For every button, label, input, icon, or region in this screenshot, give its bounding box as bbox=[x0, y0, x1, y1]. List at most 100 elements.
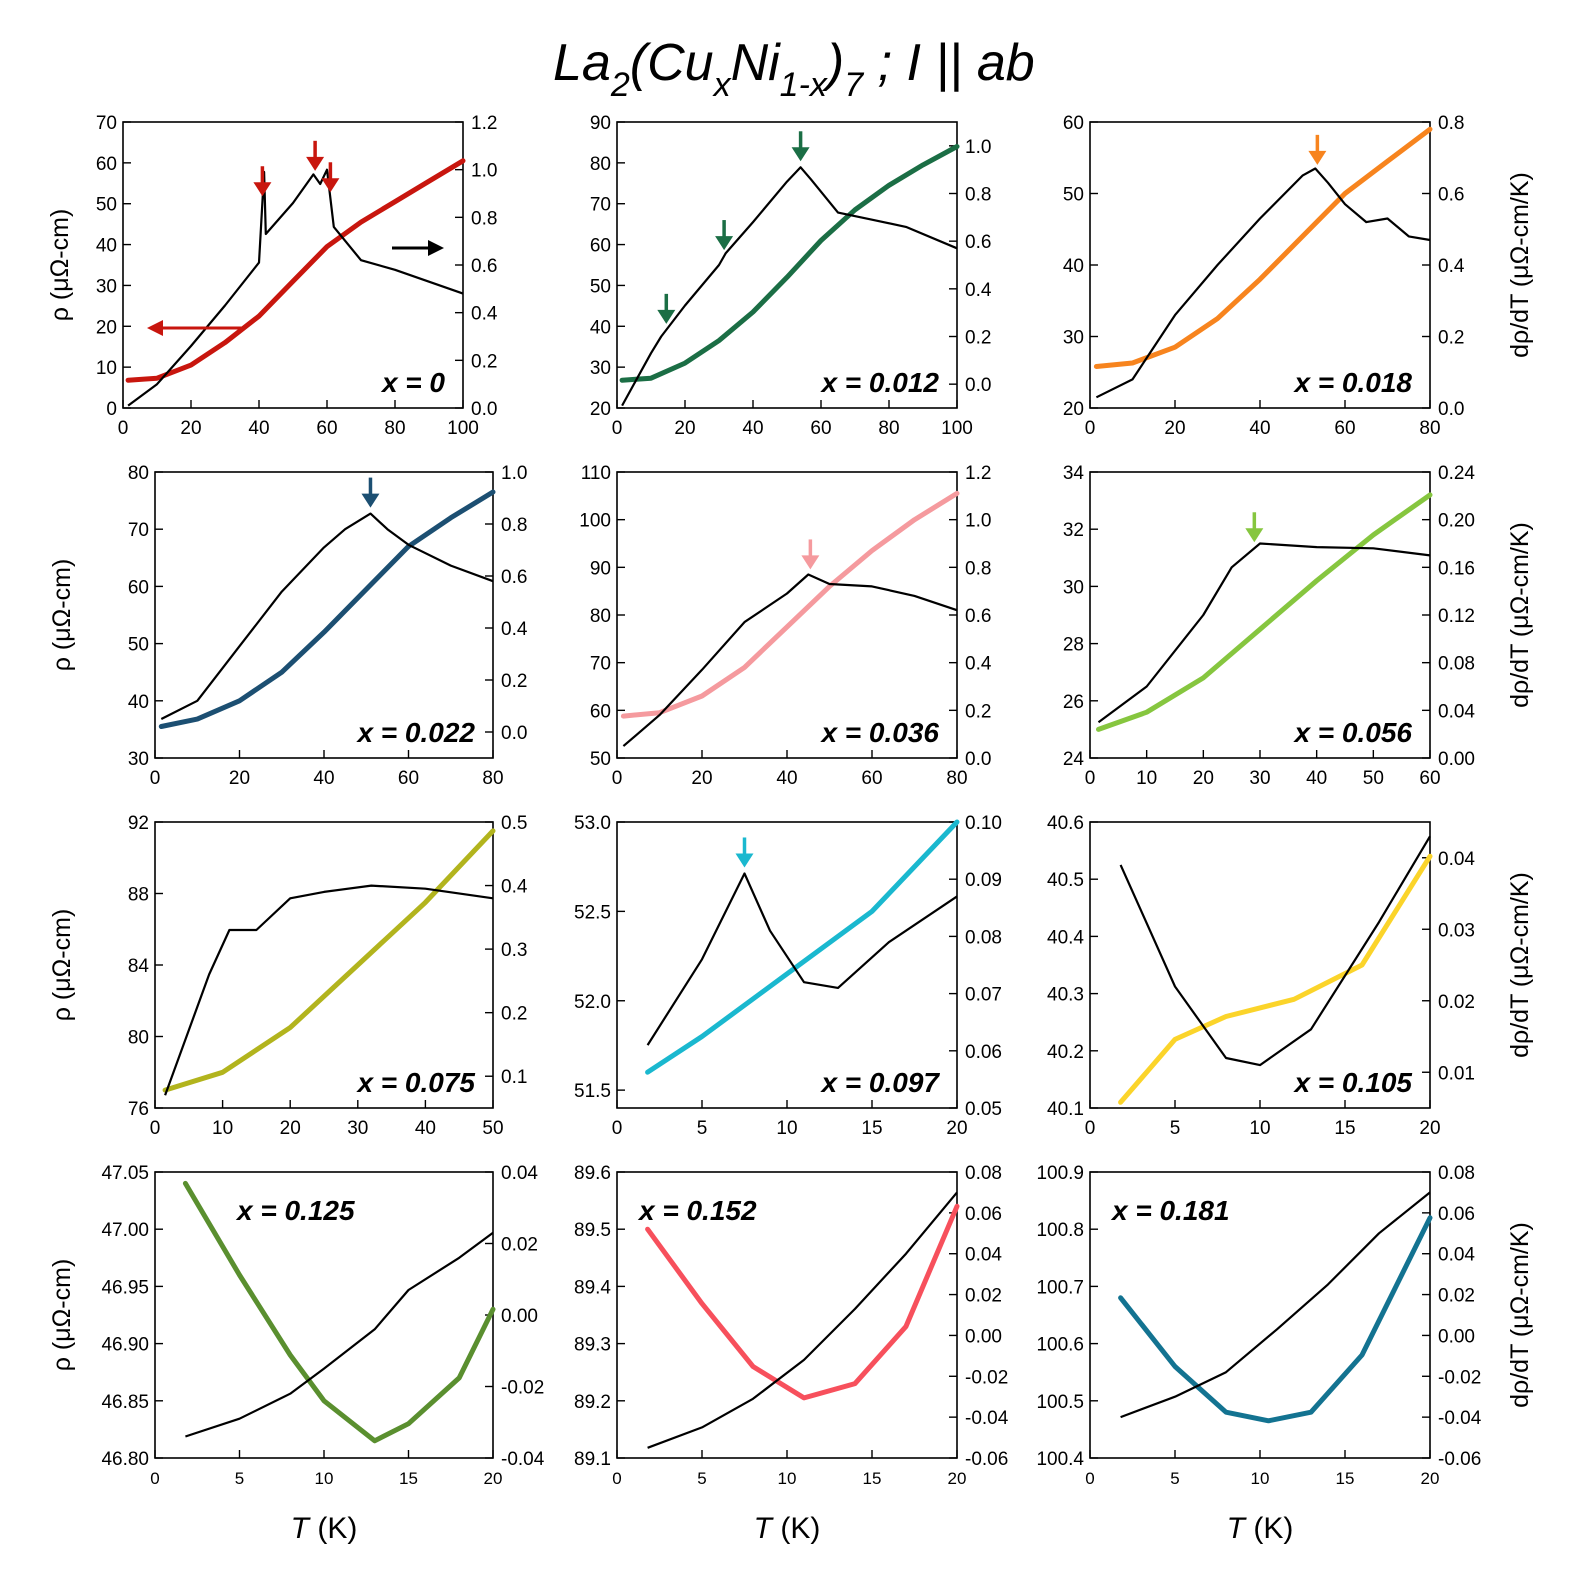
x-tick-label: 15 bbox=[861, 1118, 882, 1139]
transition-arrow bbox=[735, 837, 754, 868]
rho-curve bbox=[1093, 126, 1433, 369]
x-tick-label: 20 bbox=[280, 1118, 301, 1139]
y2-tick-label: 0.8 bbox=[965, 185, 991, 206]
x-tick-label: 0 bbox=[150, 1469, 159, 1488]
y-tick-label: 40 bbox=[590, 317, 611, 338]
y-tick-label: 100.8 bbox=[1036, 1220, 1084, 1241]
y-axis-title: ρ (μΩ-cm) bbox=[48, 909, 76, 1022]
y2-tick-label: 0.01 bbox=[1438, 1063, 1475, 1084]
y2-tick-label: 0.08 bbox=[965, 1163, 1002, 1184]
y2-tick-label: 0.4 bbox=[501, 619, 528, 640]
panel-6: 0 10 20 30 40 50 60 24 26 28 30 32 34 0.00 0.04 0.08 0.1… bbox=[1063, 463, 1476, 789]
y-tick-label: 47.00 bbox=[101, 1220, 149, 1241]
x-tick-label: 80 bbox=[946, 768, 967, 789]
x-tick-label: 20 bbox=[180, 418, 201, 439]
y-tick-label: 46.90 bbox=[101, 1335, 149, 1356]
y-tick-label: 100.5 bbox=[1036, 1392, 1084, 1413]
x-tick-label: 20 bbox=[1164, 418, 1185, 439]
y-tick-label: 60 bbox=[1063, 113, 1084, 134]
x-tick-label: 50 bbox=[1363, 768, 1384, 789]
y2-tick-label: 0.6 bbox=[1438, 185, 1464, 206]
y-tick-label: 60 bbox=[96, 154, 117, 175]
y-tick-label: 70 bbox=[590, 195, 611, 216]
drho-curve bbox=[647, 1191, 958, 1449]
x-tick-label: 0 bbox=[1085, 1469, 1094, 1488]
y-tick-label: 80 bbox=[590, 606, 611, 627]
x-tick-label: 40 bbox=[415, 1118, 436, 1139]
rho-curve bbox=[645, 1203, 960, 1401]
x-tick-label: 15 bbox=[863, 1469, 882, 1488]
y2-tick-label: 0.07 bbox=[965, 985, 1002, 1006]
y2-tick-label: 0.09 bbox=[965, 870, 1002, 891]
x-axis-title: T (K) bbox=[1227, 1512, 1294, 1545]
y2-tick-label: 1.0 bbox=[471, 161, 497, 182]
transition-arrow bbox=[1245, 512, 1264, 543]
y2-tick-label: 0.6 bbox=[965, 606, 991, 627]
panel-frame bbox=[616, 821, 958, 1109]
x-tick-label: 5 bbox=[697, 1118, 708, 1139]
y2-tick-label: 0.24 bbox=[1438, 463, 1475, 484]
x-tick-label: 20 bbox=[1421, 1469, 1440, 1488]
x-tick-label: 5 bbox=[1170, 1469, 1179, 1488]
composition-label: x = 0.036 bbox=[819, 717, 939, 748]
y-tick-label: 100 bbox=[579, 511, 611, 532]
y2-tick-label: 0.2 bbox=[501, 671, 527, 692]
y-tick-label: 70 bbox=[128, 520, 149, 541]
y-tick-label: 40.5 bbox=[1047, 870, 1084, 891]
y-tick-label: 20 bbox=[590, 399, 611, 420]
y-tick-label: 89.4 bbox=[574, 1277, 611, 1298]
x-tick-label: 60 bbox=[398, 768, 419, 789]
y2-tick-label: 0.4 bbox=[1438, 256, 1465, 277]
figure-title: La2(CuxNi1-x)7 ; I || ab bbox=[553, 34, 1035, 104]
y2-tick-label: 0.02 bbox=[501, 1235, 538, 1256]
y2-tick-label: 0.8 bbox=[1438, 113, 1464, 134]
y2-tick-label: 0.08 bbox=[965, 927, 1002, 948]
y-tick-label: 51.5 bbox=[574, 1081, 611, 1102]
transition-arrow bbox=[1308, 134, 1327, 165]
y2-tick-label: 0.16 bbox=[1438, 558, 1475, 579]
y-tick-label: 40.4 bbox=[1047, 927, 1084, 948]
y-axis-title: ρ (μΩ-cm) bbox=[48, 559, 76, 672]
y-tick-label: 84 bbox=[128, 956, 150, 977]
y2-tick-label: 0.00 bbox=[1438, 1326, 1475, 1347]
x-tick-label: 15 bbox=[399, 1469, 418, 1488]
y-tick-label: 90 bbox=[590, 558, 611, 579]
y2-axis-title: dρ/dT (μΩ-cm/K) bbox=[1506, 172, 1534, 358]
y-tick-label: 89.5 bbox=[574, 1220, 611, 1241]
y-tick-label: 30 bbox=[590, 358, 611, 379]
y-tick-label: 0 bbox=[106, 399, 117, 420]
y-axis-title: ρ (μΩ-cm) bbox=[46, 209, 74, 322]
y-tick-label: 89.6 bbox=[574, 1163, 611, 1184]
x-tick-label: 15 bbox=[1334, 1118, 1355, 1139]
y2-tick-label: 0.2 bbox=[1438, 328, 1464, 349]
y-tick-label: 52.5 bbox=[574, 902, 611, 923]
y2-tick-label: 1.2 bbox=[965, 463, 991, 484]
y-tick-label: 46.85 bbox=[101, 1392, 149, 1413]
y-tick-label: 20 bbox=[1063, 399, 1084, 420]
x-tick-label: 15 bbox=[1336, 1469, 1355, 1488]
transition-arrow bbox=[657, 293, 676, 324]
y-tick-label: 50 bbox=[590, 749, 611, 770]
composition-label: x = 0.105 bbox=[1292, 1067, 1412, 1098]
drho-curve bbox=[127, 168, 464, 407]
y-tick-label: 30 bbox=[96, 276, 117, 297]
y2-tick-label: -0.02 bbox=[501, 1378, 544, 1399]
x-tick-label: 0 bbox=[612, 1469, 621, 1488]
y-tick-label: 20 bbox=[96, 317, 117, 338]
composition-label: x = 0.125 bbox=[235, 1195, 355, 1226]
x-tick-label: 10 bbox=[776, 1118, 797, 1139]
x-tick-label: 0 bbox=[1085, 1118, 1096, 1139]
y2-tick-label: 0.03 bbox=[1438, 920, 1475, 941]
composition-label: x = 0 bbox=[380, 367, 445, 398]
panel-frame bbox=[154, 821, 494, 1109]
x-tick-label: 0 bbox=[1085, 418, 1096, 439]
y2-tick-label: 0.04 bbox=[501, 1163, 538, 1184]
composition-label: x = 0.152 bbox=[637, 1195, 757, 1226]
y2-tick-label: 0.2 bbox=[501, 1004, 527, 1025]
x-tick-label: 20 bbox=[946, 1118, 967, 1139]
y2-axis-title: dρ/dT (μΩ-cm/K) bbox=[1506, 872, 1534, 1058]
panels: 0 20 40 60 80 1000102030405060700.00.20.40.60… bbox=[96, 113, 1482, 1488]
composition-label: x = 0.012 bbox=[819, 367, 939, 398]
y2-tick-label: 0.06 bbox=[965, 1204, 1002, 1225]
